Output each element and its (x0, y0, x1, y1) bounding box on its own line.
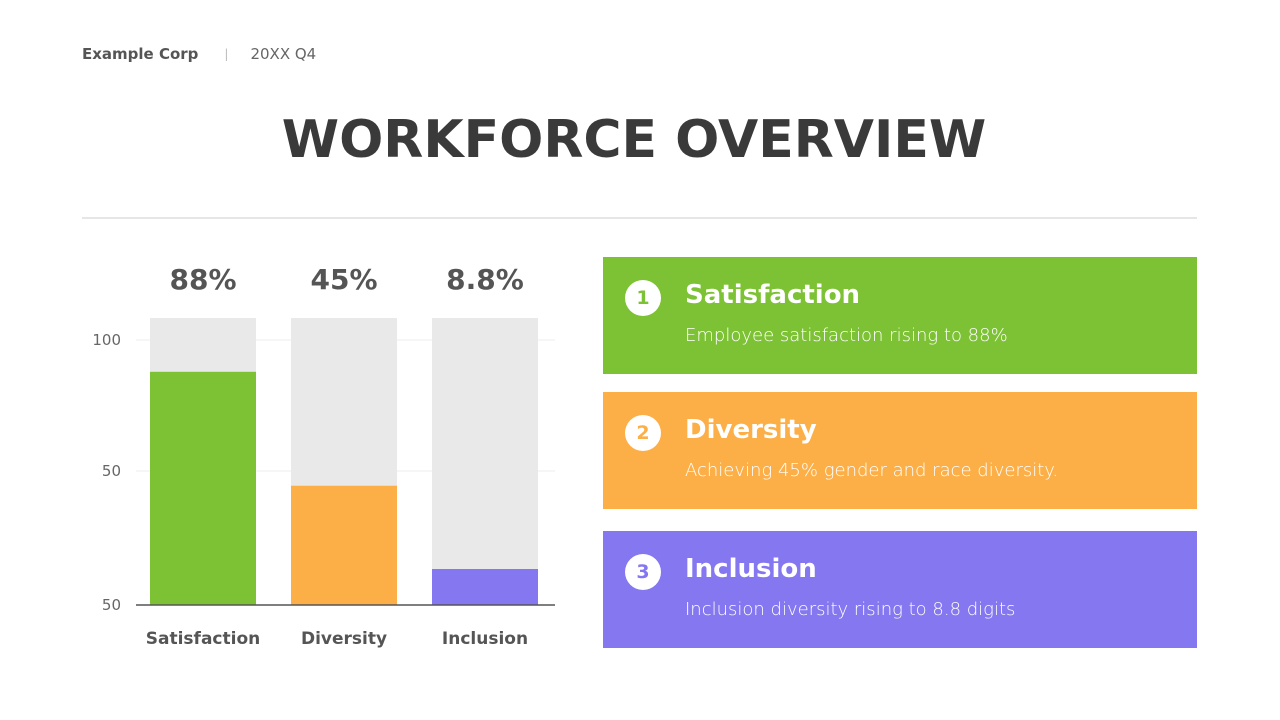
bar-track (432, 318, 538, 605)
header-separator: | (224, 47, 229, 61)
card-description: Achieving 45% gender and race diversity. (685, 460, 1059, 481)
number-badge: 1 (625, 280, 661, 316)
card-title: Satisfaction (685, 280, 861, 310)
company-name: Example Corp (82, 45, 199, 63)
y-tick-label: 50 (102, 596, 121, 614)
value-label: 8.8% (446, 263, 524, 296)
value-label: 45% (310, 263, 377, 296)
y-tick-label: 100 (92, 331, 121, 349)
card-diversity: 2 Diversity Achieving 45% gender and rac… (603, 392, 1197, 509)
card-satisfaction: 1 Satisfaction Employee satisfaction ris… (603, 257, 1197, 374)
x-tick-label: Inclusion (442, 629, 528, 649)
value-label: 88% (169, 263, 236, 296)
y-tick-label: 50 (102, 462, 121, 480)
bar-satisfaction (150, 371, 256, 605)
number-badge: 2 (625, 415, 661, 451)
bar-inclusion (432, 569, 538, 605)
bar-chart: 50 50 100 88% Satisfaction 45% Diversity 8.8% In… (92, 263, 555, 649)
number-badge: 3 (625, 554, 661, 590)
bar-diversity (291, 485, 397, 605)
x-tick-label: Diversity (301, 629, 387, 649)
divider (82, 217, 1197, 219)
card-description: Inclusion diversity rising to 8.8 digits (685, 599, 1016, 620)
card-title: Inclusion (685, 554, 817, 584)
card-inclusion: 3 Inclusion Inclusion diversity rising t… (603, 531, 1197, 648)
card-description: Employee satisfaction rising to 88% (685, 325, 1008, 346)
page-title: WORKFORCE OVERVIEW (281, 110, 987, 170)
slide-header: Example Corp | 20XX Q4 (82, 45, 316, 63)
x-tick-label: Satisfaction (146, 629, 260, 649)
period-label: 20XX Q4 (250, 45, 317, 63)
card-title: Diversity (685, 415, 817, 445)
